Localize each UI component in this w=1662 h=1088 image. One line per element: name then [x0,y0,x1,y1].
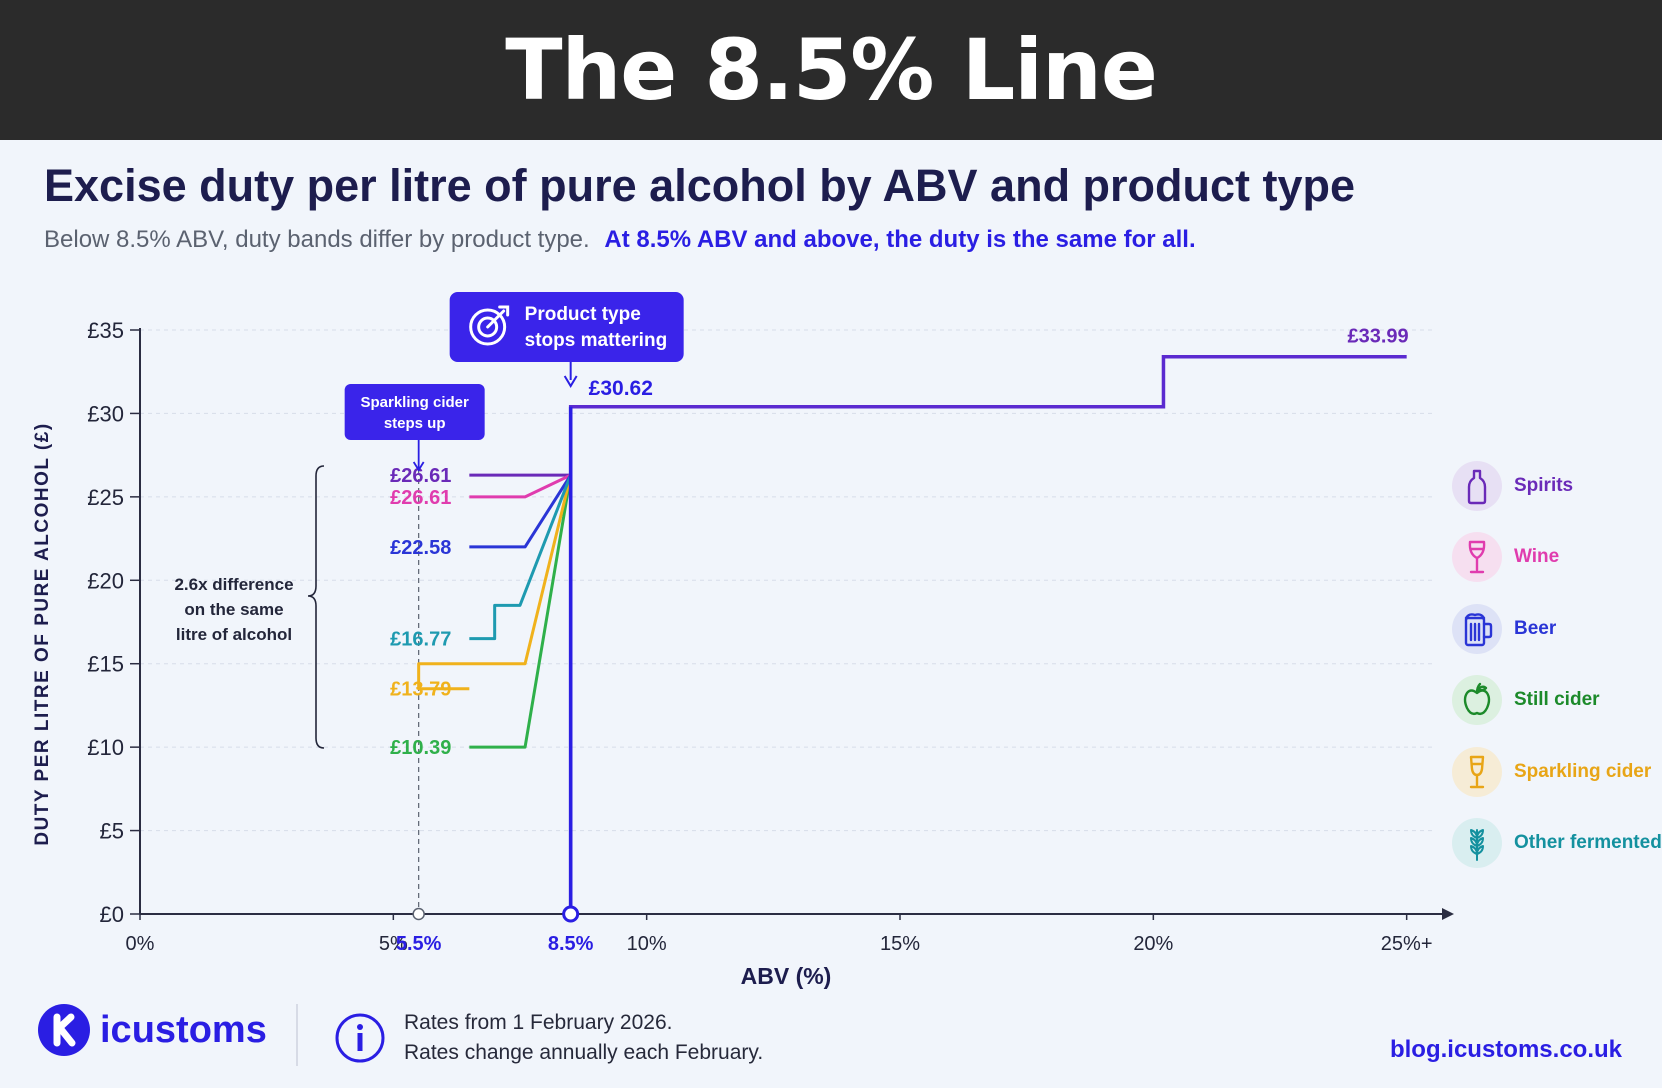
wheat-icon [1452,818,1502,869]
x-tick-label: 5.5% [396,933,442,955]
legend-item-spirits: Spirits [1452,450,1662,522]
x-tick-label: 5% [379,933,408,955]
legend-label: Still cider [1514,689,1600,711]
beer-mug-icon [1452,603,1502,654]
subtitle-highlight: At 8.5% ABV and above, the duty is the s… [604,226,1196,253]
chart-subtitle: Below 8.5% ABV, duty bands differ by pro… [44,226,1355,254]
sparkling-callout-arrow [412,461,425,472]
bracket-note-line-1: 2.6x difference [174,575,293,594]
threshold-value-label: £30.62 [589,377,653,400]
x-axis-label: ABV (%) [741,963,832,989]
logo-text: icustoms [100,1008,267,1051]
max-value-label: £33.99 [1347,326,1408,348]
page-title: The 8.5% Line [505,21,1158,119]
series-label: £26.61 [390,465,451,487]
x-tick-label: 10% [627,933,667,955]
series-label: £22.58 [390,537,451,559]
info-line-2: Rates change annually each February. [404,1041,764,1064]
legend-item-beer: Beer [1452,593,1662,665]
marker-8-5 [562,905,580,923]
bracket-note-line-3: litre of alcohol [176,625,292,644]
legend-label: Beer [1514,617,1557,639]
difference-bracket [307,465,325,749]
sparkling-callout-line-2: steps up [384,415,446,432]
logo-mark-icon [38,1004,90,1056]
legend-item-other-fermented: Other fermented [1452,808,1662,880]
info-line-1: Rates from 1 February 2026. [404,1011,673,1034]
y-tick-label: £20 [87,568,124,593]
y-tick-label: £0 [100,902,124,927]
sparkling-callout [344,384,485,440]
y-tick-label: £10 [87,735,124,760]
bracket-note-line-2: on the same [184,600,283,619]
series-line-beer [469,474,572,549]
series-label: £10.39 [390,737,451,759]
y-tick-label: £35 [87,318,124,343]
threshold-callout-line-1: Product type [525,304,641,325]
marker-5-5 [412,907,425,921]
series-line-wine [469,473,572,499]
y-tick-label: £5 [100,819,124,844]
series-line-still-cider [469,474,573,749]
chart-intro: Excise duty per litre of pure alcohol by… [44,160,1355,254]
x-axis-arrow [1442,908,1454,920]
series-label: £16.77 [390,629,451,651]
series-line-sparkling-cider [417,474,573,691]
legend-label: Wine [1514,546,1560,568]
y-axis-label: DUTY PER LITRE OF PURE ALCOHOL (£) [32,422,53,845]
x-tick-label: 15% [880,933,920,955]
legend-label: Other fermented [1514,832,1662,854]
rates-info: Rates from 1 February 2026. Rates change… [334,1008,763,1068]
target-ring-inner [477,316,499,338]
flute-glass-icon [1452,746,1502,797]
footer: icustoms Rates from 1 February 2026. Rat… [0,990,1662,1088]
x-tick-label: 0% [126,933,155,955]
legend-label: Sparkling cider [1514,760,1652,782]
info-icon [335,1013,385,1063]
legend-item-sparkling-cider: Sparkling cider [1452,736,1662,808]
bottle-icon [1452,460,1502,511]
apple-icon [1452,675,1502,726]
threshold-callout [449,292,684,362]
legend-item-wine: Wine [1452,522,1662,594]
footer-divider [296,1004,298,1066]
y-tick-label: £30 [87,401,124,426]
icustoms-logo[interactable]: icustoms [38,1004,267,1056]
chart-title: Excise duty per litre of pure alcohol by… [44,160,1356,211]
duty-chart: £0 £5 £10 £15 £20 £25 £30 £35 0% 5%5.5% 8.5% 10% 15%… [32,292,1454,989]
y-tick-label: £15 [87,652,124,677]
target-icon [469,305,510,346]
sparkling-callout-line-1: Sparkling cider [360,394,469,411]
series-label: £13.79 [390,679,451,701]
legend-item-still-cider: Still cider [1452,665,1662,737]
x-tick-label: 8.5% [548,933,594,955]
y-tick-label: £25 [87,485,124,510]
series-label: £26.61 [390,487,451,509]
wine-glass-icon [1452,532,1502,583]
x-tick-label: 25%+ [1381,933,1433,955]
legend: Spirits Wine Beer Still cider Sparkling cide… [1452,450,1662,879]
subtitle-text: Below 8.5% ABV, duty bands differ by pro… [44,226,590,253]
blog-link[interactable]: blog.icustoms.co.uk [1389,1036,1622,1063]
threshold-callout-line-2: stops mattering [525,330,668,351]
legend-label: Spirits [1514,474,1574,496]
target-arrow [486,305,510,329]
x-tick-label: 20% [1133,933,1173,955]
series-line-other-fermented [469,474,573,641]
threshold-callout-arrow [563,375,578,388]
target-ring-outer [469,308,507,346]
header-banner: The 8.5% Line [0,0,1662,140]
